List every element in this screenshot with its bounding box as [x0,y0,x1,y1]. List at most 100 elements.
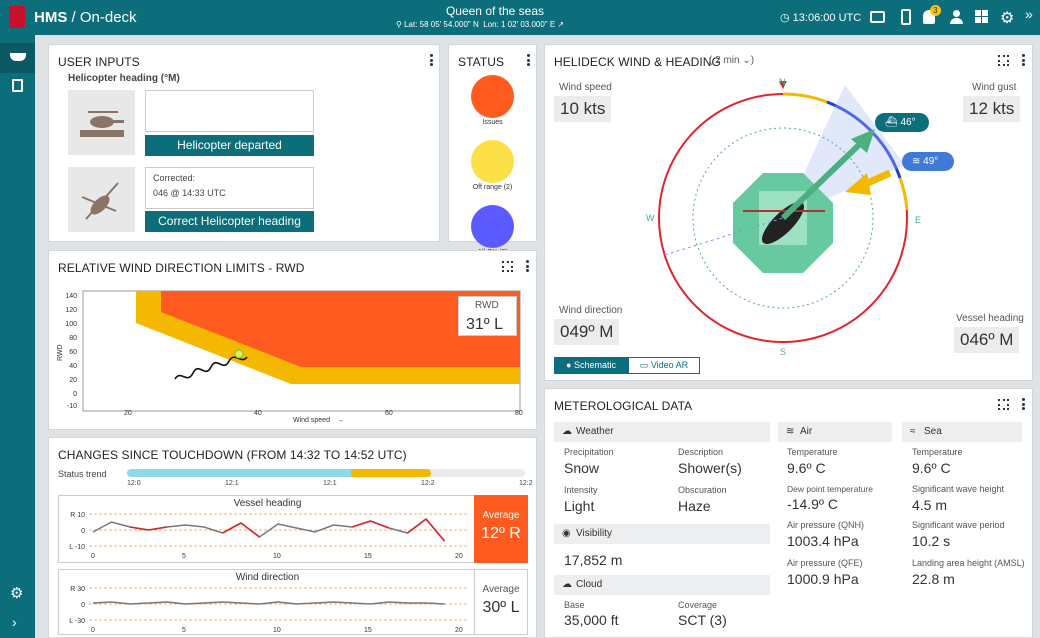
user-inputs-panel: USER INPUTS Helicopter heading (°M) Heli… [48,44,440,242]
collapse-icon[interactable]: » [1025,6,1033,22]
interval-select[interactable]: ( 2 min ⌄) [709,55,755,66]
panel-title: METEROLOGICAL DATA [554,399,693,413]
rwd-ytick: 0 [73,391,77,398]
notification-badge: 3 [930,5,941,16]
mini-xtick: 20 [455,627,463,634]
user-icon[interactable] [950,10,963,24]
latitude: Lat: 58 05' 54.000" N [404,20,479,29]
mini-ytick: 0 [81,528,85,535]
vessel-heading-badge: ⛴ 46° [875,113,929,132]
mini-xtick: 0 [91,627,95,634]
rwd-value-box: RWD 31º L [458,296,517,336]
changes-panel: CHANGES SINCE TOUCHDOWN (FROM 14:32 TO 1… [48,437,537,638]
trend-tick: 12:1 [323,480,337,487]
panel-title: STATUS [458,55,505,69]
mini-ytick: L -10 [69,544,85,551]
visibility-value: 17,852 m [564,552,623,568]
chart-title: Vessel heading [233,498,302,509]
clock-time: 13:06:00 [792,12,836,24]
mini-alert-segment [351,520,371,528]
mini-xtick: 10 [273,627,281,634]
external-link-icon[interactable]: ↗ [557,20,565,29]
wind-gust-value: 12 kts [963,96,1021,122]
expand-icon[interactable] [998,399,1009,410]
wind-icon: ≋ [912,156,921,167]
weather-icon: ☁ [562,426,572,437]
sea-header: ≈ Sea [902,422,1022,442]
mini-xtick: 15 [364,553,372,560]
precipitation-value: Snow [564,460,600,476]
ship-icon [10,53,26,61]
expand-icon[interactable] [502,261,513,272]
mini-alert-segment [129,526,149,531]
waves-icon: ≈ [910,426,916,437]
menu-icon[interactable] [429,54,435,68]
ship-icon: ⛴ [885,117,898,128]
gear-icon[interactable]: ⚙ [1000,10,1015,27]
qnh-value: 1003.4 hPa [787,533,859,549]
mini-xtick: 15 [364,627,372,634]
sidebar-item-ship[interactable] [0,43,35,73]
rwd-ytick: -10 [67,403,77,410]
wind-speed-label: Wind speed [559,82,612,93]
wind-speed-value: 10 kts [554,96,612,122]
top-bar: HMS / On-deck Queen of the seas ⚲ Lat: 5… [0,0,1040,35]
tab-schematic[interactable]: ● Schematic [554,357,628,374]
corrected-label: Corrected: [153,173,196,183]
mini-xtick: 5 [182,553,186,560]
sidebar: ⚙ › [0,35,35,638]
menu-icon[interactable] [1021,54,1027,68]
mini-ytick: L -30 [69,618,85,625]
correct-heading-button[interactable]: Correct Helicopter heading [145,211,314,232]
menu-icon[interactable] [526,54,532,68]
helicopter-departed-button[interactable]: Helicopter departed [145,135,314,156]
menu-icon[interactable] [525,260,531,274]
svg-text:→: → [337,417,344,424]
sidebar-item-log[interactable] [12,79,23,92]
vessel-heading-average: Average 12º R [474,495,528,563]
rwd-limit-zone [161,291,520,367]
mini-ytick: R 10 [70,512,85,519]
wind-gust-label: Wind gust [972,82,1017,93]
tab-video-ar[interactable]: ▭ Video AR [628,357,700,374]
menu-icon[interactable] [1021,398,1027,412]
helideck-compass: N E S W [646,77,921,357]
mode-label: On-deck [79,9,137,26]
expand-sidebar-icon[interactable]: › [12,614,17,630]
compass-north: N [779,77,786,87]
mini-alert-segment [425,518,446,542]
rwd-ytick: 60 [69,349,77,356]
qfe-value: 1000.9 hPa [787,571,859,587]
panel-title: RELATIVE WIND DIRECTION LIMITS - RWD [58,261,305,275]
wind-direction-label: Wind direction [559,305,623,316]
mini-alert-segment [222,522,242,534]
compass-east: E [915,215,921,225]
mini-xtick: 10 [273,553,281,560]
cloud-header: ☁ Cloud [554,575,770,595]
corrected-box: Corrected: 046 @ 14:33 UTC [145,167,314,209]
tablet-icon[interactable] [901,9,911,25]
mini-xtick: 0 [91,553,95,560]
wind-badge: ≋ 49° [902,152,954,171]
mini-xtick: 20 [455,553,463,560]
wind-icon: ≋ [786,426,795,437]
settings-icon[interactable]: ⚙ [10,585,24,602]
status-label: Issues [482,119,503,126]
expand-icon[interactable] [998,55,1009,66]
cloud-base-value: 35,000 ft [564,612,619,628]
print-icon[interactable] [870,11,885,23]
cloud-coverage-value: SCT (3) [678,612,727,628]
rwd-xlabel: Wind speed [293,417,330,424]
status-indicator [471,205,514,248]
vessel-heading-label: Vessel heading [956,313,1024,324]
air-header: ≋ Air [778,422,892,442]
mini-ytick: R 30 [70,586,85,593]
status-trend-label: Status trend [58,469,107,479]
intensity-value: Light [564,498,595,514]
heading-input[interactable] [145,90,314,132]
grid-icon[interactable] [975,10,988,23]
rwd-box-label: RWD [475,300,499,311]
mini-alert-segment [407,518,427,534]
clock-icon: ◷ [780,12,790,24]
mini-xtick: 5 [182,627,186,634]
